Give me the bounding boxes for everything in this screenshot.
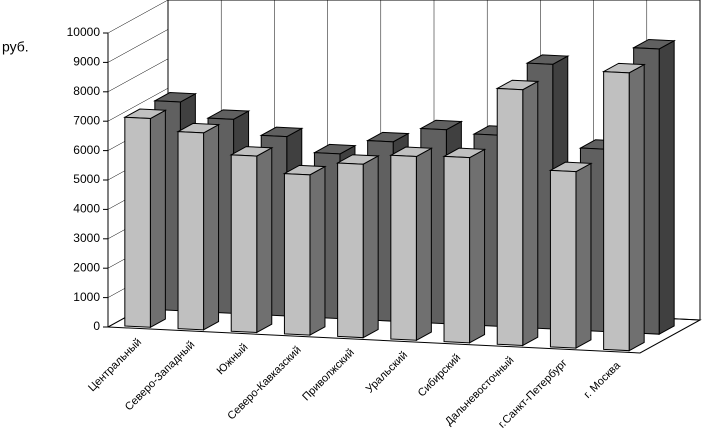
x-tick-label: г. Москва: [582, 359, 624, 401]
bar-front: [337, 162, 364, 339]
bar-front: [283, 173, 311, 336]
bar: [335, 154, 380, 339]
grid-line: [107, 0, 169, 34]
bar-side: [309, 165, 326, 336]
y-tick-label: 1000: [73, 290, 100, 304]
bar-front: [603, 71, 630, 352]
y-axis-label: руб.: [2, 39, 29, 55]
y-tick-label: 8000: [73, 84, 100, 98]
y-tick-label: 10000: [67, 25, 101, 39]
bar: [229, 146, 274, 334]
bar-side: [203, 123, 220, 331]
y-tick-label: 5000: [73, 172, 100, 186]
y-tick-label: 2000: [73, 260, 100, 274]
bar-side: [628, 63, 645, 352]
bar-side: [362, 155, 379, 339]
x-tick-label: Сибирский: [416, 352, 464, 400]
bar: [601, 62, 646, 352]
y-tick-label: 3000: [73, 231, 100, 245]
bar-front: [549, 169, 577, 349]
bar: [176, 122, 221, 331]
bar-side: [256, 146, 273, 334]
bar-side: [469, 148, 486, 344]
x-tick-label: Уральский: [364, 349, 410, 395]
bar-front: [496, 87, 524, 346]
bar-side: [575, 162, 592, 349]
grid-line: [107, 58, 169, 93]
bar: [389, 146, 434, 342]
bar: [548, 161, 593, 349]
bar-side: [415, 147, 432, 342]
bar-front: [124, 116, 151, 328]
y-tick-label: 7000: [73, 113, 100, 127]
bar-side: [149, 109, 166, 329]
y-tick-label: 6000: [73, 143, 100, 157]
x-tick-label: Южный: [215, 341, 251, 377]
x-tick-label: Приволжский: [300, 347, 357, 404]
bar: [442, 147, 487, 344]
y-tick-label: 4000: [73, 202, 100, 216]
bar-front: [230, 154, 258, 333]
bar-front: [390, 154, 417, 341]
bar-side: [658, 39, 675, 336]
bar: [495, 79, 540, 347]
y-tick-label: 9000: [73, 55, 100, 69]
bar-front: [443, 155, 471, 344]
y-tick-label: 0: [93, 319, 100, 333]
bar-side: [522, 80, 539, 347]
x-tick-label: Центральный: [86, 336, 144, 394]
grid-line: [107, 87, 169, 122]
bar: [282, 164, 327, 336]
bar: [123, 108, 168, 329]
bar-front: [177, 131, 205, 331]
grid-line: [107, 29, 169, 63]
